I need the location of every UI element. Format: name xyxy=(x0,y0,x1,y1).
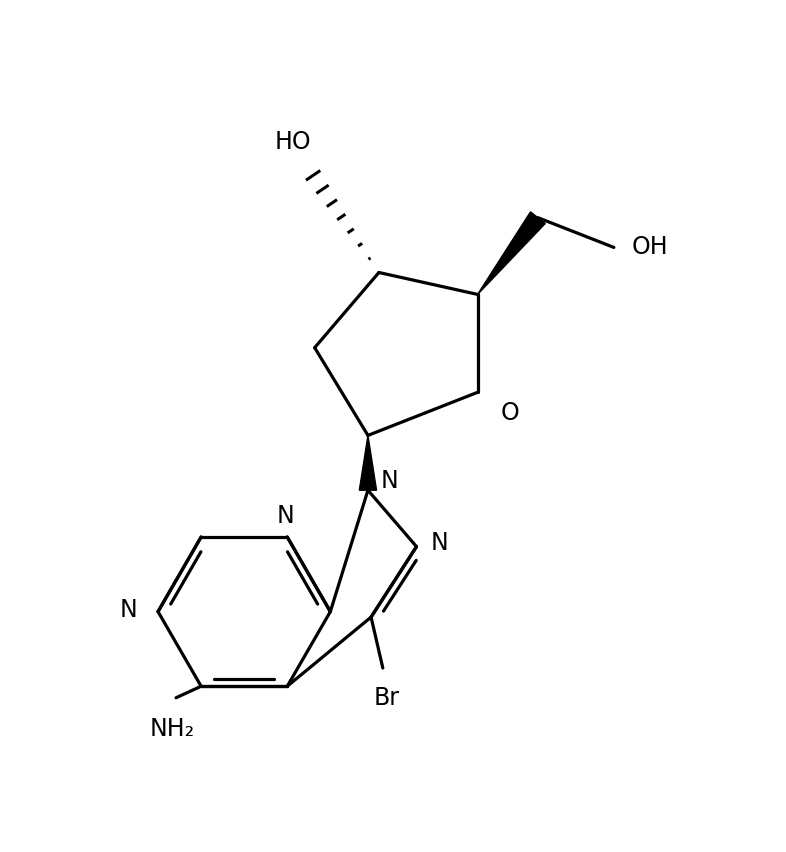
Text: OH: OH xyxy=(632,235,669,259)
Polygon shape xyxy=(359,435,376,490)
Text: N: N xyxy=(380,469,398,492)
Text: O: O xyxy=(501,401,520,425)
Text: N: N xyxy=(431,531,449,555)
Text: HO: HO xyxy=(274,130,311,153)
Text: NH₂: NH₂ xyxy=(149,717,195,741)
Polygon shape xyxy=(478,212,545,295)
Text: N: N xyxy=(119,598,137,622)
Text: N: N xyxy=(277,504,295,528)
Text: Br: Br xyxy=(373,686,400,710)
